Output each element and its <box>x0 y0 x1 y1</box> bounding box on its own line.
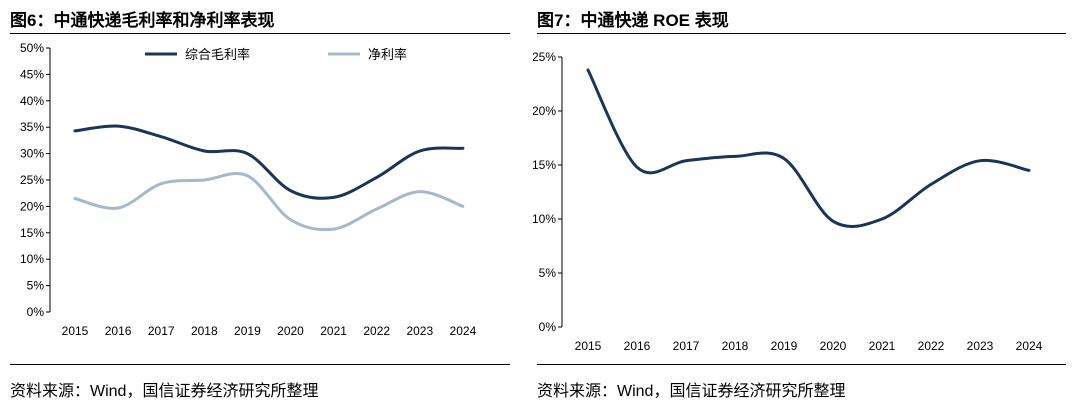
figure-7-source: 资料来源：Wind，国信证券经济研究所整理 <box>537 383 846 400</box>
figure-6-title: 图6：中通快递毛利率和净利率表现 <box>10 11 275 30</box>
fig6-y-tick-label: 25% <box>20 173 44 187</box>
fig7-x-tick-label: 2017 <box>673 339 700 353</box>
fig7-y-tick-label: 10% <box>533 212 556 226</box>
fig7-x-tick-label: 2015 <box>575 339 602 353</box>
fig6-legend-label-1: 综合毛利率 <box>185 47 250 63</box>
figure-6-chart: 0% 5% 10% 15% 20% 25% 30% 35% 40% 45% 50% 2015 2016 2… <box>20 41 477 338</box>
fig7-y-tick-label: 0% <box>539 320 557 334</box>
fig6-y-tick-label: 20% <box>20 199 44 213</box>
figure-7-title: 图7：中通快递 ROE 表现 <box>537 11 729 30</box>
fig7-y-tick-label: 25% <box>533 50 556 64</box>
fig6-series-line-2 <box>73 171 465 232</box>
fig6-y-tick-label: 35% <box>20 120 44 134</box>
figure-6-top-rule <box>10 33 510 34</box>
fig7-series-line-1 <box>586 68 1031 229</box>
figure-6-panel: 图6：中通快递毛利率和净利率表现 0% 5% 10% 15% 20% 25% 30% 35% 4… <box>0 0 520 407</box>
figure-7-chart: 0% 5% 10% 15% 20% 25% 2015 2016 2017 2018 2019 2020… <box>533 50 1043 353</box>
fig6-x-tick-label: 2024 <box>450 324 477 338</box>
fig6-y-tick-label: 10% <box>20 252 44 266</box>
fig6-series-line-1 <box>73 124 465 200</box>
fig7-x-tick-label: 2022 <box>918 339 945 353</box>
fig7-y-tick-label: 15% <box>533 158 556 172</box>
figure-6-source: 资料来源：Wind，国信证券经济研究所整理 <box>10 383 319 400</box>
fig6-x-tick-label: 2017 <box>148 324 175 338</box>
fig7-x-tick-label: 2024 <box>1016 339 1043 353</box>
figure-7-panel: 图7：中通快递 ROE 表现 0% 5% 10% 15% 20% 25% 2015 2016 2… <box>533 0 1080 407</box>
fig6-y-tick-label: 50% <box>20 41 44 55</box>
fig6-y-tick-label: 45% <box>20 67 44 81</box>
fig7-y-tick-label: 5% <box>539 266 557 280</box>
fig6-y-tick-label: 0% <box>27 305 45 319</box>
fig6-y-tick-label: 30% <box>20 147 44 161</box>
fig6-x-tick-label: 2021 <box>320 324 347 338</box>
fig7-y-tick-label: 20% <box>533 104 556 118</box>
fig6-x-tick-label: 2018 <box>191 324 218 338</box>
figure-6-bottom-rule <box>10 364 510 365</box>
fig6-x-tick-label: 2016 <box>105 324 132 338</box>
fig6-y-tick-label: 40% <box>20 94 44 108</box>
fig7-x-tick-label: 2020 <box>820 339 847 353</box>
fig6-y-tick-label: 15% <box>20 226 44 240</box>
fig6-x-tick-label: 2022 <box>363 324 390 338</box>
fig7-x-tick-label: 2019 <box>771 339 798 353</box>
fig7-x-tick-label: 2018 <box>722 339 749 353</box>
fig7-x-tick-label: 2021 <box>869 339 896 353</box>
fig6-x-tick-label: 2019 <box>234 324 261 338</box>
fig6-legend-label-2: 净利率 <box>368 47 407 63</box>
fig6-x-tick-label: 2023 <box>406 324 433 338</box>
fig6-y-tick-label: 5% <box>27 279 45 293</box>
fig7-x-tick-label: 2016 <box>624 339 651 353</box>
figure-7-top-rule <box>537 33 1066 34</box>
fig6-x-tick-label: 2020 <box>277 324 304 338</box>
figure-7-bottom-rule <box>537 364 1066 365</box>
fig7-x-tick-label: 2023 <box>967 339 994 353</box>
fig6-x-tick-label: 2015 <box>62 324 89 338</box>
